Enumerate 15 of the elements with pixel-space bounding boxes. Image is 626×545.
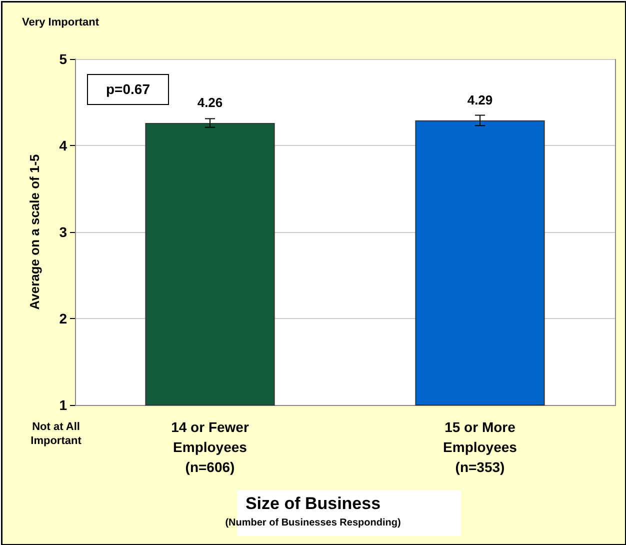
y-axis-title: Average on a scale of 1-5 bbox=[27, 154, 42, 310]
x-tick-label: 14 or Fewer Employees (n=606) bbox=[171, 419, 250, 475]
text: Very Important bbox=[22, 16, 100, 28]
y-tick-label: 1 bbox=[59, 397, 68, 413]
text: (Number of Businesses Responding) bbox=[225, 518, 401, 528]
x-tick-label: 15 or More Employees (n=353) bbox=[443, 419, 518, 475]
y-tick-label: 2 bbox=[59, 310, 68, 326]
x-axis-title: Size of Business bbox=[245, 494, 381, 513]
y-tick-label: 3 bbox=[59, 224, 68, 240]
text: Not at All Important bbox=[30, 421, 82, 447]
data-label: 4.26 bbox=[197, 95, 223, 110]
y-tick-label: 4 bbox=[59, 138, 68, 154]
data-label: 4.29 bbox=[467, 92, 493, 108]
y-tick-label: 5 bbox=[59, 51, 68, 67]
annotation: p=0.67 bbox=[106, 81, 150, 97]
